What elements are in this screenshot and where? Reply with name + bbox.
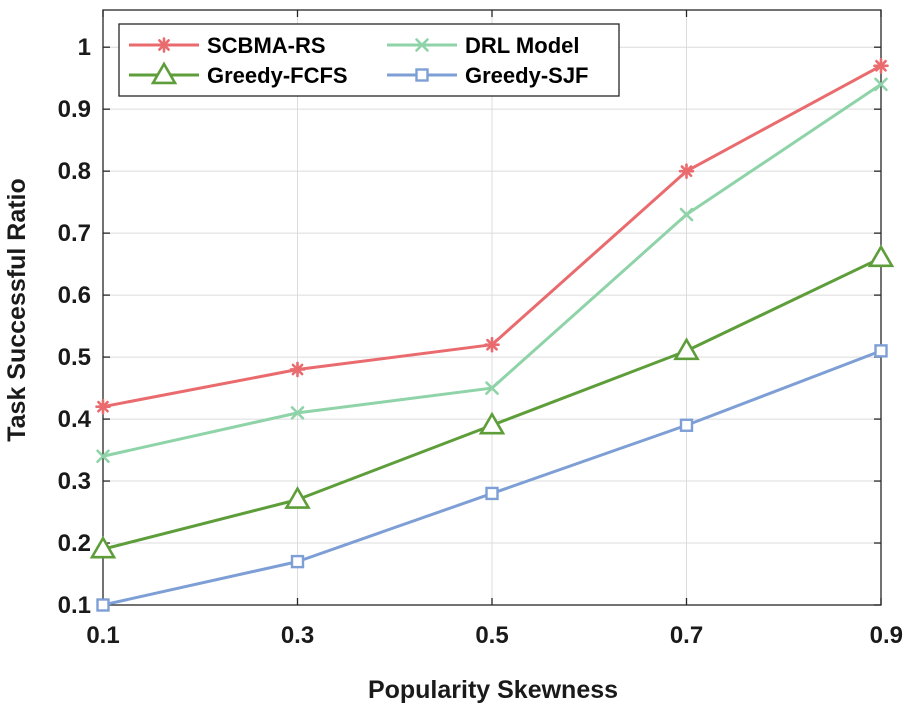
y-tick-label: 0.1 xyxy=(58,592,91,619)
y-tick-label: 0.4 xyxy=(58,406,92,433)
series-greedy-fcfs xyxy=(89,244,895,559)
legend-item: SCBMA-RS xyxy=(129,33,326,58)
data-point xyxy=(284,486,311,509)
legend-label: Greedy-SJF xyxy=(465,63,589,88)
series-drl-model xyxy=(96,77,888,464)
y-tick-label: 0.8 xyxy=(58,158,91,185)
data-point xyxy=(485,486,499,501)
legend-label: DRL Model xyxy=(465,33,579,58)
series-greedy-sjf xyxy=(96,344,888,612)
data-point xyxy=(478,411,506,435)
data-point xyxy=(874,344,888,358)
x-tick-label: 0.3 xyxy=(281,622,314,649)
legend-item: Greedy-SJF xyxy=(387,63,589,88)
legend: SCBMA-RS DRL Model Greedy-FCFS Greedy-SJF xyxy=(118,23,620,97)
data-point xyxy=(290,554,305,569)
data-point xyxy=(867,244,895,268)
legend-marker xyxy=(415,38,429,52)
data-point xyxy=(679,207,694,222)
x-axis-title: Popularity Skewness xyxy=(368,676,618,704)
data-point xyxy=(679,418,694,432)
legend-label: SCBMA-RS xyxy=(207,33,326,58)
legend-marker xyxy=(415,68,429,82)
data-point xyxy=(873,57,889,74)
data-point xyxy=(673,337,700,361)
y-tick-label: 0.3 xyxy=(58,468,91,495)
y-tick-label: 0.7 xyxy=(58,220,91,247)
x-tick-label: 0.5 xyxy=(475,622,508,649)
x-tick-label: 0.7 xyxy=(670,622,703,649)
legend-marker xyxy=(156,37,172,53)
data-point xyxy=(678,163,695,179)
data-point xyxy=(89,535,117,559)
data-point xyxy=(484,336,500,353)
data-point xyxy=(96,598,110,612)
x-tick-label: 0.9 xyxy=(870,622,903,649)
y-tick-label: 0.2 xyxy=(58,530,91,557)
y-axis-title: Task Successful Ratio xyxy=(3,178,31,442)
data-point xyxy=(95,398,111,415)
data-point xyxy=(96,449,110,464)
y-tick-label: 1 xyxy=(78,34,91,61)
legend-item: DRL Model xyxy=(387,33,579,58)
y-tick-label: 0.5 xyxy=(58,344,91,371)
series-scbma-rs xyxy=(95,57,889,415)
series-layer xyxy=(89,57,895,612)
legend-item: Greedy-FCFS xyxy=(129,61,348,88)
y-tick-label: 0.9 xyxy=(58,96,91,123)
data-point xyxy=(874,77,888,92)
data-point xyxy=(290,406,305,420)
legend-box xyxy=(118,23,620,97)
x-tick-label: 0.1 xyxy=(86,622,119,649)
data-point xyxy=(289,361,306,378)
legend-label: Greedy-FCFS xyxy=(207,63,348,88)
data-point xyxy=(485,381,499,395)
legend-marker xyxy=(150,61,178,85)
axes: 0.1 0.2 0.3 0.4 0.5 0.6 0.7 0.8 0.9 1 0.1 0.3 0.5 0.7… xyxy=(58,9,903,649)
y-tick-label: 0.6 xyxy=(58,282,91,309)
